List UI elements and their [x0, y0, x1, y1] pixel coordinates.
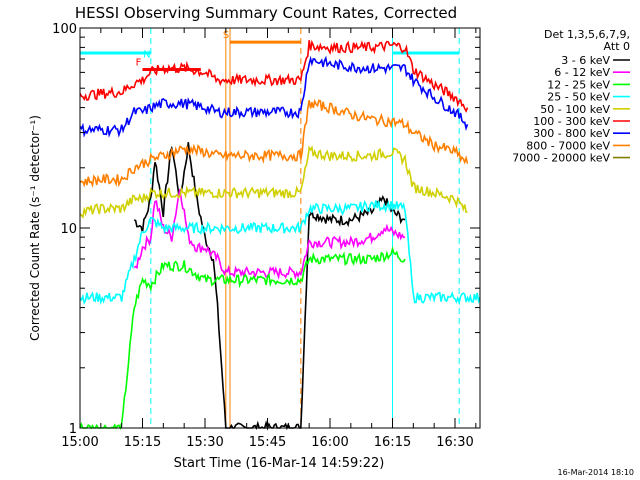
- legend-entry-label: 6 - 12 keV: [554, 66, 610, 79]
- series-line-3: [79, 199, 481, 306]
- legend-entry-label: 300 - 800 keV: [533, 127, 610, 140]
- legend-entry-label: 7000 - 20000 keV: [512, 152, 610, 165]
- x-tick-label: 16:00: [311, 435, 348, 450]
- legend-entry-label: 100 - 300 keV: [533, 115, 610, 128]
- series-line-7: [79, 98, 469, 188]
- chart-title: HESSI Observing Summary Count Rates, Cor…: [75, 4, 457, 22]
- legend-entry-label: 12 - 25 keV: [547, 78, 610, 91]
- series-line-4: [79, 145, 468, 219]
- axis-ticks: 1 10 100 15:00 15:15 15:30 15:45 16:00 16:15 16:3…: [52, 22, 480, 450]
- y-axis-label: Corrected Count Rate (s⁻¹ detector⁻¹): [28, 115, 42, 341]
- flag-label-2: S: [223, 30, 229, 41]
- y-tick-label: 1: [69, 422, 77, 437]
- legend-header-line-1: Det 1,3,5,6,7,9,: [544, 28, 630, 41]
- series-line-1: [133, 188, 406, 281]
- flag-label-0: F: [136, 58, 142, 69]
- legend-entry-label: 3 - 6 keV: [561, 54, 610, 67]
- series-line-5: [79, 39, 469, 113]
- flag-label-1: N: [143, 49, 150, 60]
- y-tick-label: 10: [60, 222, 77, 237]
- series-line-2: [79, 246, 406, 431]
- plot-area: FN S: [79, 28, 481, 431]
- x-tick-label: 15:45: [249, 435, 286, 450]
- legend-entry-label: 25 - 50 keV: [547, 91, 610, 104]
- legend-entry-label: 800 - 7000 keV: [526, 139, 610, 152]
- generated-timestamp: 16-Mar-2014 18:10: [558, 468, 635, 477]
- x-tick-label: 16:15: [374, 435, 411, 450]
- y-tick-label: 100: [52, 22, 77, 37]
- x-axis-label: Start Time (16-Mar-14 14:59:22): [174, 456, 385, 471]
- series-line-0: [133, 142, 406, 431]
- legend-entry-label: 50 - 100 keV: [540, 103, 610, 116]
- legend-header-line-2: Att 0: [604, 40, 630, 53]
- x-tick-label: 15:15: [124, 435, 161, 450]
- x-tick-label: 15:30: [186, 435, 223, 450]
- series-line-6: [79, 55, 469, 138]
- x-tick-label: 15:00: [61, 435, 98, 450]
- x-tick-label: 16:30: [436, 435, 473, 450]
